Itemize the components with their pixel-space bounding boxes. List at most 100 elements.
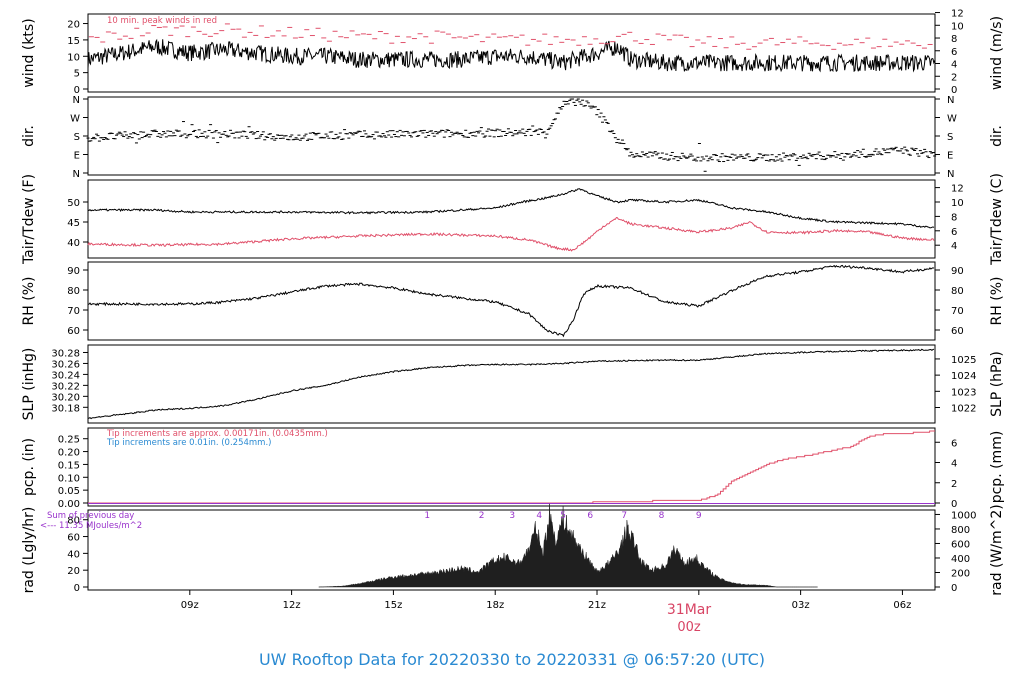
wind-series-line <box>87 38 936 73</box>
slp-ytick-label-left: 30.18 <box>51 403 80 414</box>
pcp-ytick-label-left: 0.15 <box>58 460 80 471</box>
rad-hour-mark: 3 <box>509 511 515 521</box>
pcp-note-approx: Tip increments are approx. 0.00171in. (0… <box>106 429 328 439</box>
dir-ytick-label-right: E <box>947 151 953 162</box>
dir-ylabel-right: dir. <box>989 125 1005 147</box>
x-axis: 09z 12z 15z 18z 21z 03z 06z <box>181 590 911 611</box>
rad-hour-mark: 7 <box>621 511 627 521</box>
wind-ylabel-left: wind (kts) <box>21 18 37 87</box>
pcp-panel-frame <box>87 427 936 507</box>
wind-ytick-label-left: 10 <box>67 52 80 63</box>
wind-ytick-label-left: 15 <box>67 36 80 47</box>
rh-ylabel-left: RH (%) <box>21 277 37 326</box>
pcp-ytick-label-right: 6 <box>951 438 957 449</box>
pcp-ylabel-left: pcp. (in) <box>21 438 37 496</box>
wind-ytick-label-right: 2 <box>951 72 957 83</box>
rad-hour-mark: 2 <box>479 511 485 521</box>
rh-line <box>87 264 935 338</box>
pcp-ytick-label-left: 0.05 <box>58 486 80 497</box>
slp-ytick-label-right: 1024 <box>951 371 976 382</box>
pcp-approx-line <box>88 430 935 504</box>
wind-panel-frame <box>87 13 936 93</box>
slp-ytick-label-right: 1023 <box>951 387 976 398</box>
pcp-note-tip: Tip increments are 0.01in. (0.254mm.) <box>106 438 271 448</box>
temp-air-line <box>87 188 935 229</box>
rad-ytick-label-right: 400 <box>951 554 970 565</box>
rad-ytick-label-right: 200 <box>951 568 970 579</box>
dir-ytick-label-right: S <box>947 132 953 143</box>
dir-ytick-label-right: N <box>947 95 954 106</box>
rad-ytick-label-left: 40 <box>67 549 80 560</box>
dir-ytick-label-left: N <box>73 169 80 180</box>
pcp-ytick-label-left: 0.20 <box>58 448 80 459</box>
rad-ytick-label-right: 1000 <box>951 510 976 521</box>
pcp-ytick-label-left: 0.00 <box>58 499 80 510</box>
x-tick-label: 21z <box>588 600 606 611</box>
pcp-ytick-label-right: 4 <box>951 459 957 470</box>
footer-title: UW Rooftop Data for 20220330 to 20220331… <box>259 650 765 669</box>
slp-ytick-label-right: 1022 <box>951 403 976 414</box>
slp-ytick-label-left: 30.22 <box>51 381 80 392</box>
rh-ytick-label-right: 80 <box>951 286 964 297</box>
rad-ytick-label-right: 0 <box>951 583 957 594</box>
rh-ytick-label-left: 60 <box>67 326 80 337</box>
panels-layer: wind (kts) wind (m/s)0510152002468101210 … <box>21 9 1005 596</box>
temp-ytick-label-right: 10 <box>951 198 964 209</box>
rh-ylabel-right: RH (%) <box>989 277 1005 326</box>
x-tick-label: 12z <box>283 600 301 611</box>
rad-ytick-label-left: 60 <box>67 533 80 544</box>
rh-panel-frame <box>87 261 936 341</box>
temp-ytick-label-left: 40 <box>67 238 80 249</box>
wind-ytick-label-right: 10 <box>951 21 964 32</box>
rh-ytick-label-left: 90 <box>67 266 80 277</box>
pcp-ylabel-right: pcp. (mm) <box>989 431 1005 504</box>
rh-ytick-label-right: 90 <box>951 266 964 277</box>
rad-sum-note: Sum of previous day <box>47 511 134 521</box>
rad-panel-frame <box>87 509 936 591</box>
slp-ytick-label-left: 30.26 <box>51 359 80 370</box>
dir-ytick-label-right: N <box>947 169 954 180</box>
temp-panel-frame <box>87 179 936 259</box>
x-tick-label: 06z <box>893 600 911 611</box>
dir-ytick-label-left: W <box>70 114 80 125</box>
rh-ytick-label-left: 70 <box>67 306 80 317</box>
rad-hour-mark: 1 <box>424 511 430 521</box>
rad-ytick-label-left: 80 <box>67 516 80 527</box>
pcp-ytick-label-left: 0.25 <box>58 435 80 446</box>
x-tick-label: 15z <box>384 600 402 611</box>
rh-ytick-label-left: 80 <box>67 286 80 297</box>
wind-ytick-label-right: 8 <box>951 34 957 45</box>
wind-peak-note: 10 min. peak winds in red <box>107 16 217 26</box>
wind-ylabel-right: wind (m/s) <box>989 16 1005 90</box>
wind-ytick-label-right: 4 <box>951 60 957 71</box>
temp-ytick-label-right: 6 <box>951 227 957 238</box>
slp-ytick-label-left: 30.20 <box>51 392 80 403</box>
rad-ytick-label-left: 20 <box>67 566 80 577</box>
temp-ytick-label-right: 8 <box>951 212 957 223</box>
wind-ytick-label-right: 12 <box>951 9 964 20</box>
rad-sum-value: <--- 11.35 MJoules/m^2 <box>40 521 142 531</box>
dir-ytick-label-right: W <box>947 114 957 125</box>
day-label: 31Mar <box>667 602 711 618</box>
rad-hour-mark: 5 <box>560 511 566 521</box>
temp-ytick-label-right: 4 <box>951 241 957 252</box>
pcp-ytick-label-right: 2 <box>951 479 957 490</box>
slp-ylabel-left: SLP (inHg) <box>21 348 37 421</box>
temp-ytick-label-left: 50 <box>67 198 80 209</box>
dir-ytick-label-left: N <box>73 95 80 106</box>
slp-ytick-label-left: 30.28 <box>51 348 80 359</box>
day-sub-label: 00z <box>677 620 701 635</box>
rad-hour-mark: 4 <box>536 511 542 521</box>
wind-ytick-label-left: 5 <box>74 69 80 80</box>
rad-hour-mark: 6 <box>587 511 593 521</box>
wind-ytick-label-left: 20 <box>67 20 80 31</box>
slp-ytick-label-right: 1025 <box>951 355 976 366</box>
temp-dew-line <box>87 216 935 252</box>
dir-ytick-label-left: S <box>74 132 80 143</box>
rad-ytick-label-left: 0 <box>74 583 80 594</box>
wind-ytick-label-right: 0 <box>951 85 957 96</box>
x-tick-label: 09z <box>181 600 199 611</box>
dir-ytick-label-left: E <box>74 151 80 162</box>
rh-ytick-label-right: 60 <box>951 326 964 337</box>
